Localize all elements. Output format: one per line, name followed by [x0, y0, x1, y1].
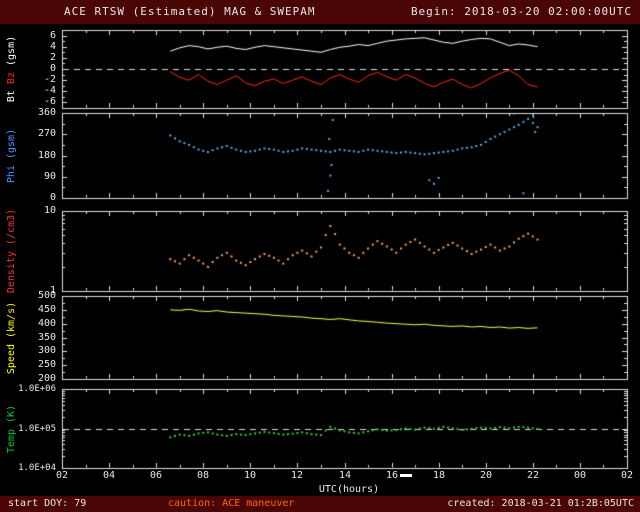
footer-bar: start DOY: 79 caution: ACE maneuver crea… — [0, 496, 640, 512]
created-timestamp: created: 2018-03-21 01:2B:05UTC — [447, 498, 634, 509]
x-axis-title: UTC(hours) — [318, 484, 380, 495]
plot-title: ACE RTSW (Estimated) MAG & SWEPAM — [64, 5, 316, 18]
caution-note: caution: ACE maneuver — [168, 498, 295, 509]
begin-timestamp: Begin: 2018-03-20 02:00:00UTC — [410, 5, 632, 18]
title-bar: ACE RTSW (Estimated) MAG & SWEPAM Begin:… — [0, 0, 640, 24]
start-doy-label: start DOY: 79 — [8, 498, 87, 509]
